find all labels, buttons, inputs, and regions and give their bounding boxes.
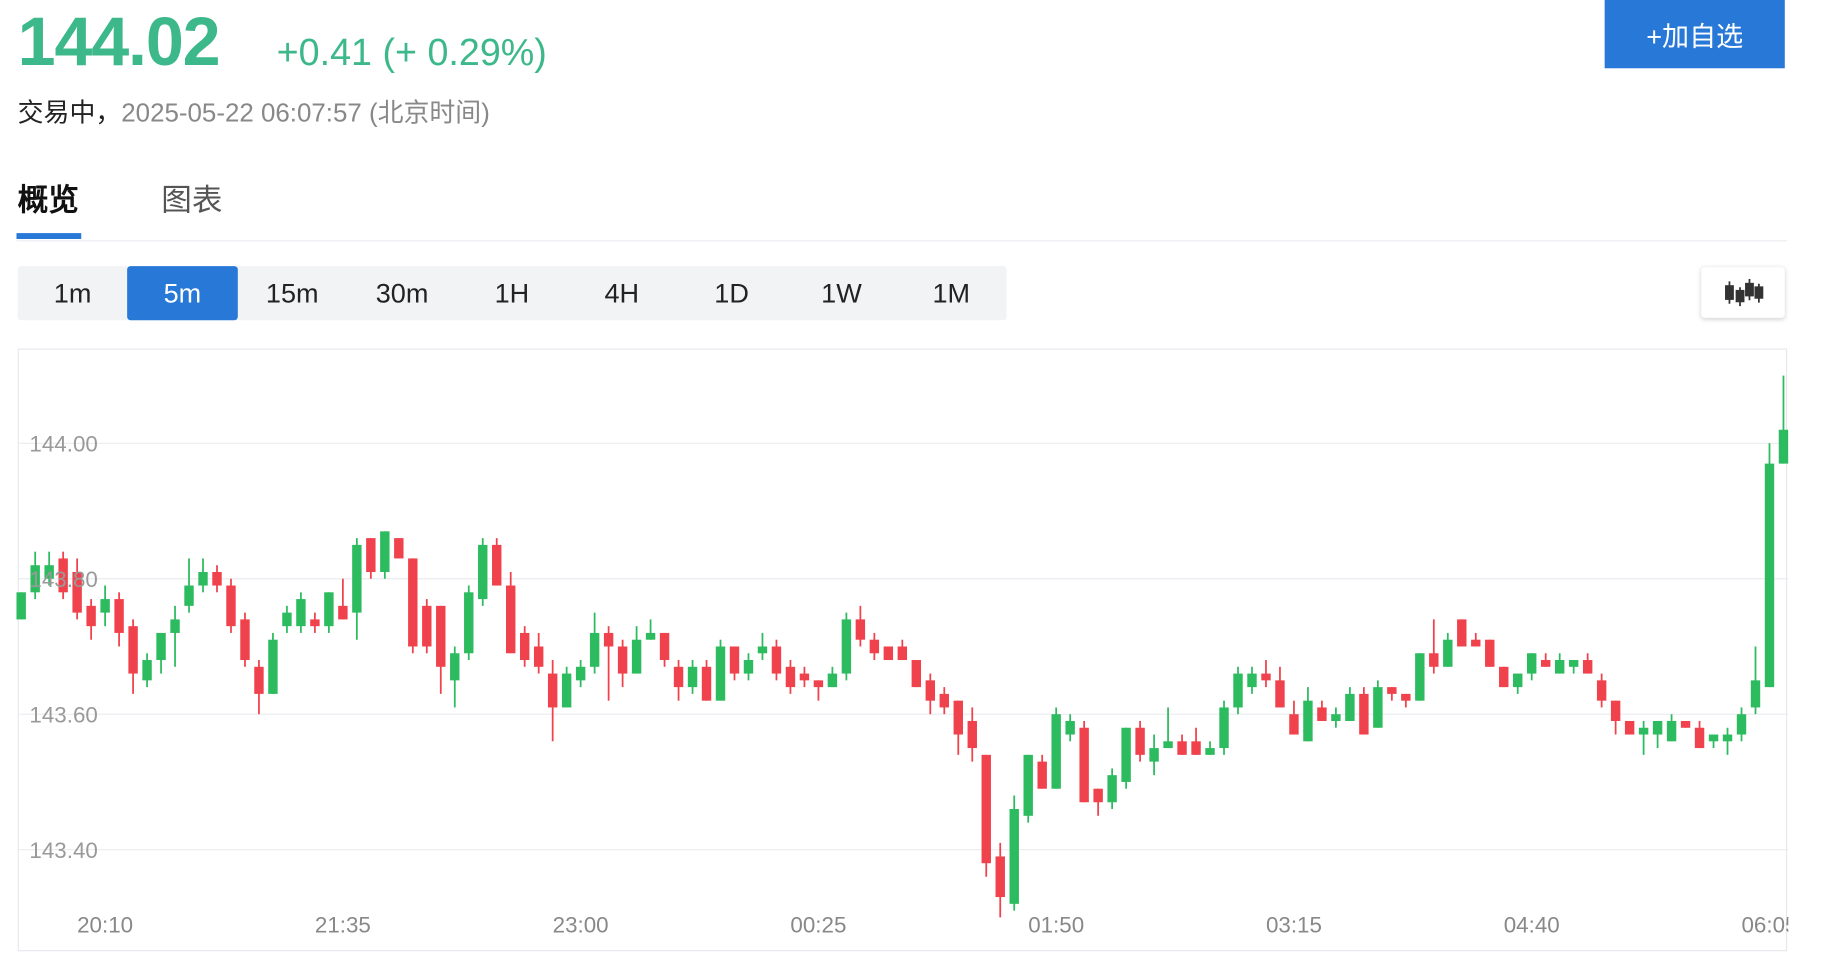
add-watchlist-button[interactable]: +加自选: [1604, 0, 1785, 69]
status-line: 交易中，2025-05-22 06:07:57 (北京时间): [18, 92, 490, 130]
interval-button[interactable]: 4H: [604, 277, 640, 308]
interval-button[interactable]: 15m: [265, 277, 319, 308]
price: 144.02: [17, 3, 221, 81]
candle-icon: [1725, 279, 1764, 307]
timestamp: 2025-05-22 06:07:57 (北京时间): [121, 97, 490, 128]
tab[interactable]: 图表: [161, 182, 223, 218]
chart-frame: [17, 348, 1788, 952]
interval-button[interactable]: 30m: [375, 277, 429, 308]
price-change: +0.41 (+ 0.29%): [276, 30, 547, 73]
interval-button[interactable]: 5m: [127, 266, 238, 321]
interval-button[interactable]: 1m: [53, 277, 92, 308]
trading-status: 交易中，: [17, 97, 122, 128]
interval-button[interactable]: 1W: [821, 277, 862, 308]
tab[interactable]: 概览: [17, 182, 79, 218]
chart-type-button[interactable]: [1701, 267, 1785, 318]
interval-button[interactable]: 1M: [932, 277, 971, 308]
interval-bar: 1m 5m 15m 30m 1H 4H 1D 1W 1M: [17, 266, 1007, 321]
interval-button[interactable]: 1H: [494, 277, 530, 308]
interval-button[interactable]: 1D: [714, 277, 749, 308]
divider: [16, 240, 1788, 242]
tab-indicator: [16, 233, 82, 239]
